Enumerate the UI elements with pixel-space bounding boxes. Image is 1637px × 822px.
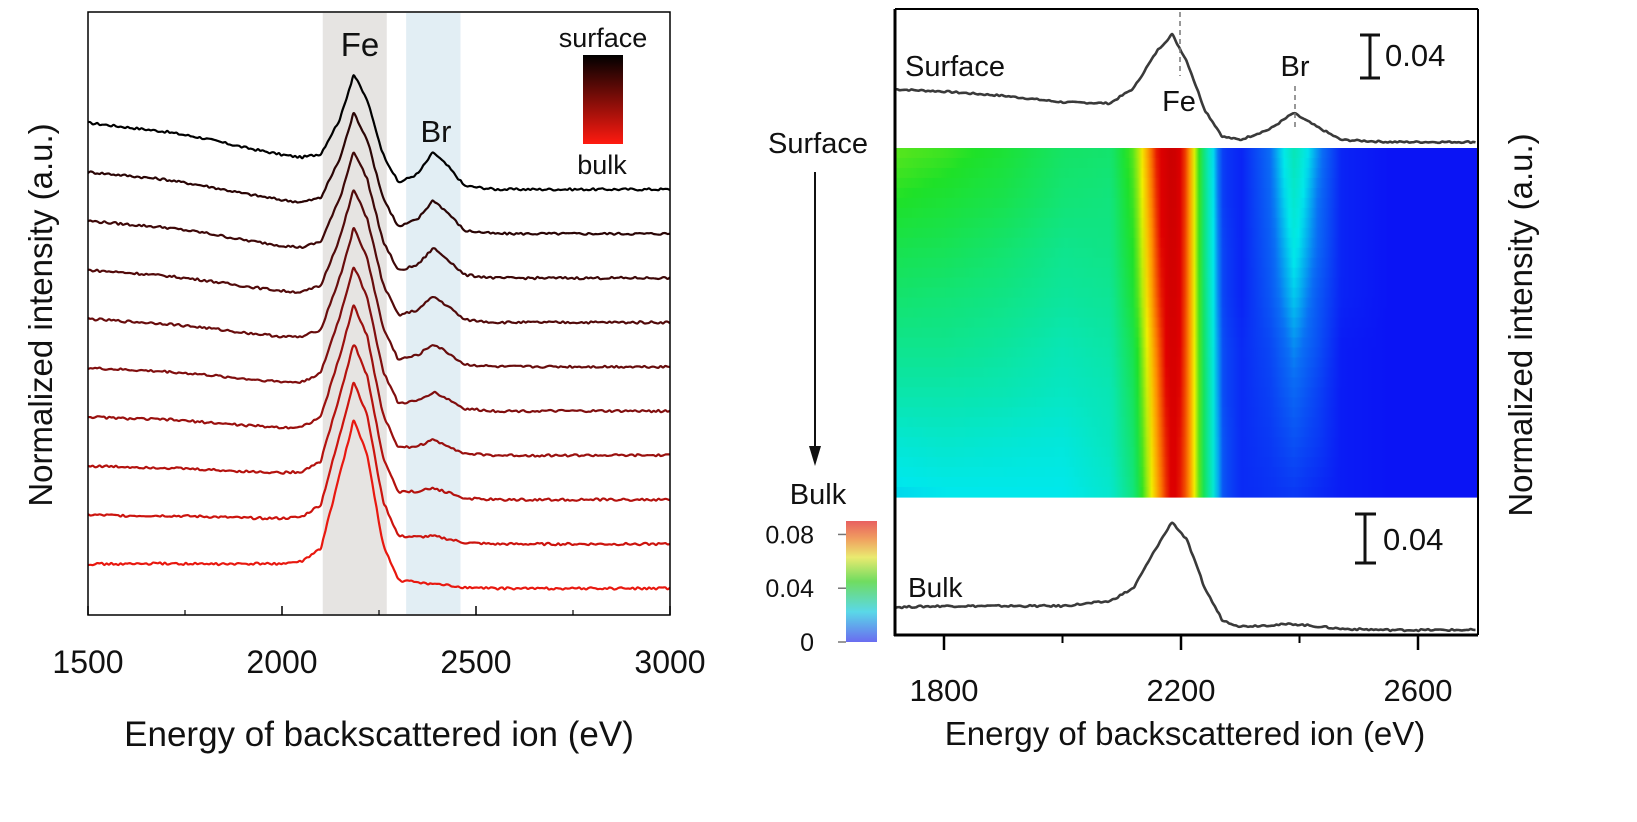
shaded-band-br (406, 13, 461, 614)
right-y-axis-label: Normalized intensity (a.u.) (1502, 133, 1539, 516)
heatmap (896, 148, 1478, 498)
x-tick-label: 1500 (52, 644, 123, 680)
colorbar-ticks: 0 0.04 0.08 (765, 521, 846, 657)
heatmap-row (896, 467, 1478, 478)
heatmap-row (896, 417, 1478, 428)
heatmap-row (896, 207, 1478, 219)
spectrum-line-3 (87, 151, 671, 281)
scale-bar-bottom-label: 0.04 (1383, 522, 1443, 557)
right-x-ticks: 1800 2200 2600 (910, 635, 1453, 708)
scale-bar-bottom: 0.04 (1355, 512, 1443, 565)
colorbar (846, 521, 877, 642)
heatmap-row (896, 197, 1478, 209)
right-spectra (894, 32, 1476, 633)
heatmap-row (896, 437, 1478, 448)
heatmap-row (896, 148, 1478, 159)
scale-bar-icon (1360, 33, 1380, 80)
heatmap-row (896, 427, 1478, 438)
arrow-down-icon (809, 446, 821, 466)
legend-bulk-label: bulk (577, 150, 627, 180)
heatmap-row (896, 267, 1478, 279)
heatmap-row (896, 407, 1478, 418)
colorbar-tick-label: 0.08 (765, 521, 814, 549)
br-label: Br (421, 114, 452, 149)
heatmap-row (896, 377, 1478, 388)
x-tick-label: 2600 (1384, 673, 1453, 708)
legend-surface-label: surface (559, 23, 648, 53)
x-tick-label: 2000 (246, 644, 317, 680)
heatmap-row (896, 357, 1478, 368)
fe-peak-label: Fe (1162, 86, 1196, 118)
heatmap-row (896, 317, 1478, 329)
spectrum-line-8 (87, 344, 671, 502)
scale-bar-icon (1355, 512, 1376, 565)
stacked-spectra (87, 74, 671, 591)
left-x-axis-label: Energy of backscattered ion (eV) (124, 715, 634, 754)
heatmap-row (896, 347, 1478, 358)
heatmap-row (896, 247, 1478, 259)
colorbar-title: Bulk (790, 479, 847, 511)
spectrum-line-10 (87, 419, 671, 591)
heatmap-row (896, 477, 1478, 488)
x-tick-label: 3000 (634, 644, 705, 680)
fe-label: Fe (341, 26, 380, 63)
heatmap-row (896, 397, 1478, 408)
heatmap-row (896, 367, 1478, 378)
colorbar-tick-label: 0 (800, 629, 814, 657)
x-tick-label: 2200 (1147, 673, 1216, 708)
heatmap-row (896, 187, 1478, 199)
spectrum-line-7 (87, 304, 671, 458)
x-tick-label: 1800 (910, 673, 979, 708)
surface-spectrum-label: Surface (905, 51, 1005, 83)
colorbar-tick-label: 0.04 (765, 575, 814, 603)
spectrum-line-6 (87, 266, 671, 414)
left-x-ticks: 1500 2000 2500 3000 (52, 606, 706, 680)
heatmap-row (896, 307, 1478, 319)
right-x-axis-label: Energy of backscattered ion (eV) (945, 715, 1426, 752)
heatmap-row (896, 327, 1478, 339)
scale-bar-top-label: 0.04 (1385, 38, 1445, 73)
spectrum-line-1 (87, 74, 671, 192)
x-tick-label: 2500 (440, 644, 511, 680)
heatmap-row (896, 487, 1478, 498)
heatmap-row (896, 217, 1478, 229)
bulk-spectrum-label: Bulk (908, 572, 963, 603)
legend-gradient (583, 55, 623, 144)
br-peak-label: Br (1281, 51, 1310, 83)
heatmap-row (896, 237, 1478, 249)
heatmap-row (896, 287, 1478, 299)
shaded-band-fe (322, 13, 387, 614)
spectrum-line-9 (87, 381, 671, 547)
spectrum-line-2 (87, 111, 671, 236)
heatmap-row (896, 257, 1478, 269)
heatmap-row (896, 157, 1478, 169)
scale-bar-top: 0.04 (1360, 33, 1445, 80)
depth-surface-label: Surface (768, 128, 868, 160)
right-chart: 1800 2200 2600 Surface Fe Br 0.04 Bulk 0.0… (765, 8, 1539, 752)
heatmap-row (896, 177, 1478, 189)
heatmap-row (896, 227, 1478, 239)
left-y-axis-label: Normalized intensity (a.u.) (22, 123, 59, 506)
heatmap-row (896, 337, 1478, 349)
spectrum-line-5 (87, 227, 671, 369)
heatmap-row (896, 387, 1478, 398)
heatmap-row (896, 457, 1478, 468)
left-chart: 1500 2000 2500 3000 Fe Br surface bulk Ener… (22, 11, 706, 754)
heatmap-row (896, 167, 1478, 179)
heatmap-row (896, 447, 1478, 458)
spectrum-line-surface (894, 32, 1476, 145)
spectrum-line-4 (87, 189, 671, 325)
heatmap-row (896, 277, 1478, 289)
spectrum-line-bulk (894, 521, 1476, 633)
heatmap-row (896, 297, 1478, 309)
